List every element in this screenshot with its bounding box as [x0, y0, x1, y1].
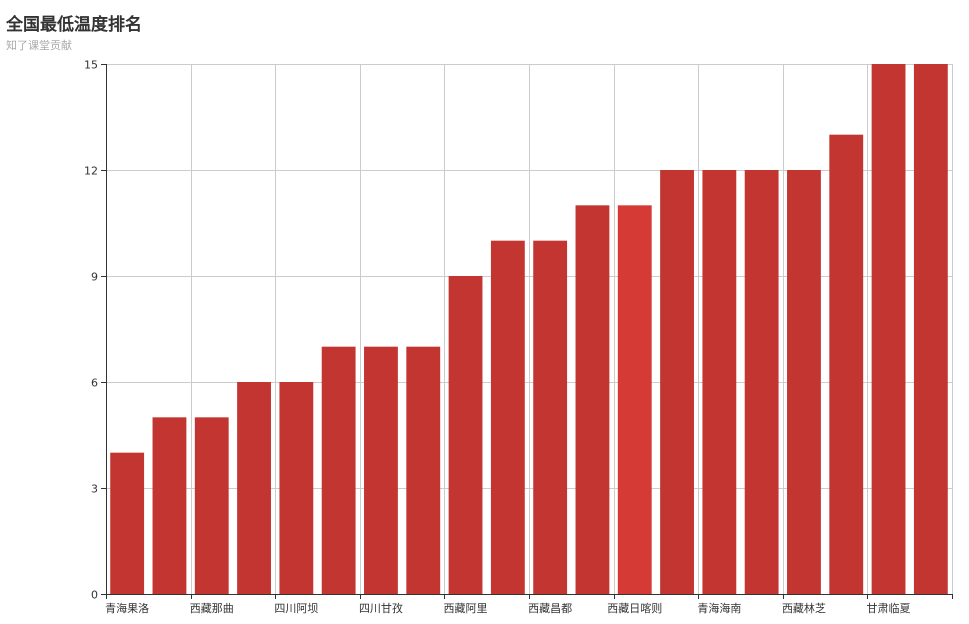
bar	[702, 170, 737, 594]
x-tick-label: 西藏日喀则	[607, 602, 662, 615]
bar	[871, 64, 906, 594]
x-tick-label: 西藏林芝	[782, 601, 826, 615]
x-tick-label: 甘肃临夏	[867, 601, 911, 615]
y-tick-label: 9	[91, 271, 98, 284]
bar	[829, 134, 864, 595]
bar	[744, 170, 779, 594]
bar	[364, 346, 398, 594]
bar	[787, 170, 821, 594]
bar	[279, 382, 314, 594]
bar	[490, 240, 525, 595]
bar	[406, 346, 441, 594]
bar	[237, 382, 271, 594]
bar	[110, 452, 145, 594]
bar	[194, 417, 229, 594]
x-tick-label: 西藏阿里	[444, 602, 488, 615]
y-tick-label: 0	[91, 589, 98, 602]
bar	[152, 417, 187, 594]
chart-subtitle: 知了课堂贡献	[6, 39, 72, 52]
bar	[913, 64, 948, 594]
x-tick-label: 青海果洛	[105, 601, 149, 615]
bar	[660, 170, 694, 594]
x-tick-label: 四川阿坝	[274, 601, 318, 615]
y-tick-label: 15	[84, 59, 98, 72]
bar	[617, 205, 652, 594]
bar	[575, 205, 610, 594]
y-tick-label: 3	[91, 483, 98, 496]
x-tick-label: 西藏昌都	[528, 602, 572, 615]
x-tick-label: 青海海南	[697, 601, 741, 615]
y-tick-label: 6	[91, 377, 98, 390]
bar	[533, 240, 568, 595]
y-tick-label: 12	[84, 165, 98, 178]
x-tick-label: 四川甘孜	[359, 601, 403, 615]
bar	[448, 276, 483, 594]
bar	[321, 346, 356, 594]
chart-title: 全国最低温度排名	[6, 15, 142, 35]
x-tick-label: 西藏那曲	[190, 602, 234, 615]
